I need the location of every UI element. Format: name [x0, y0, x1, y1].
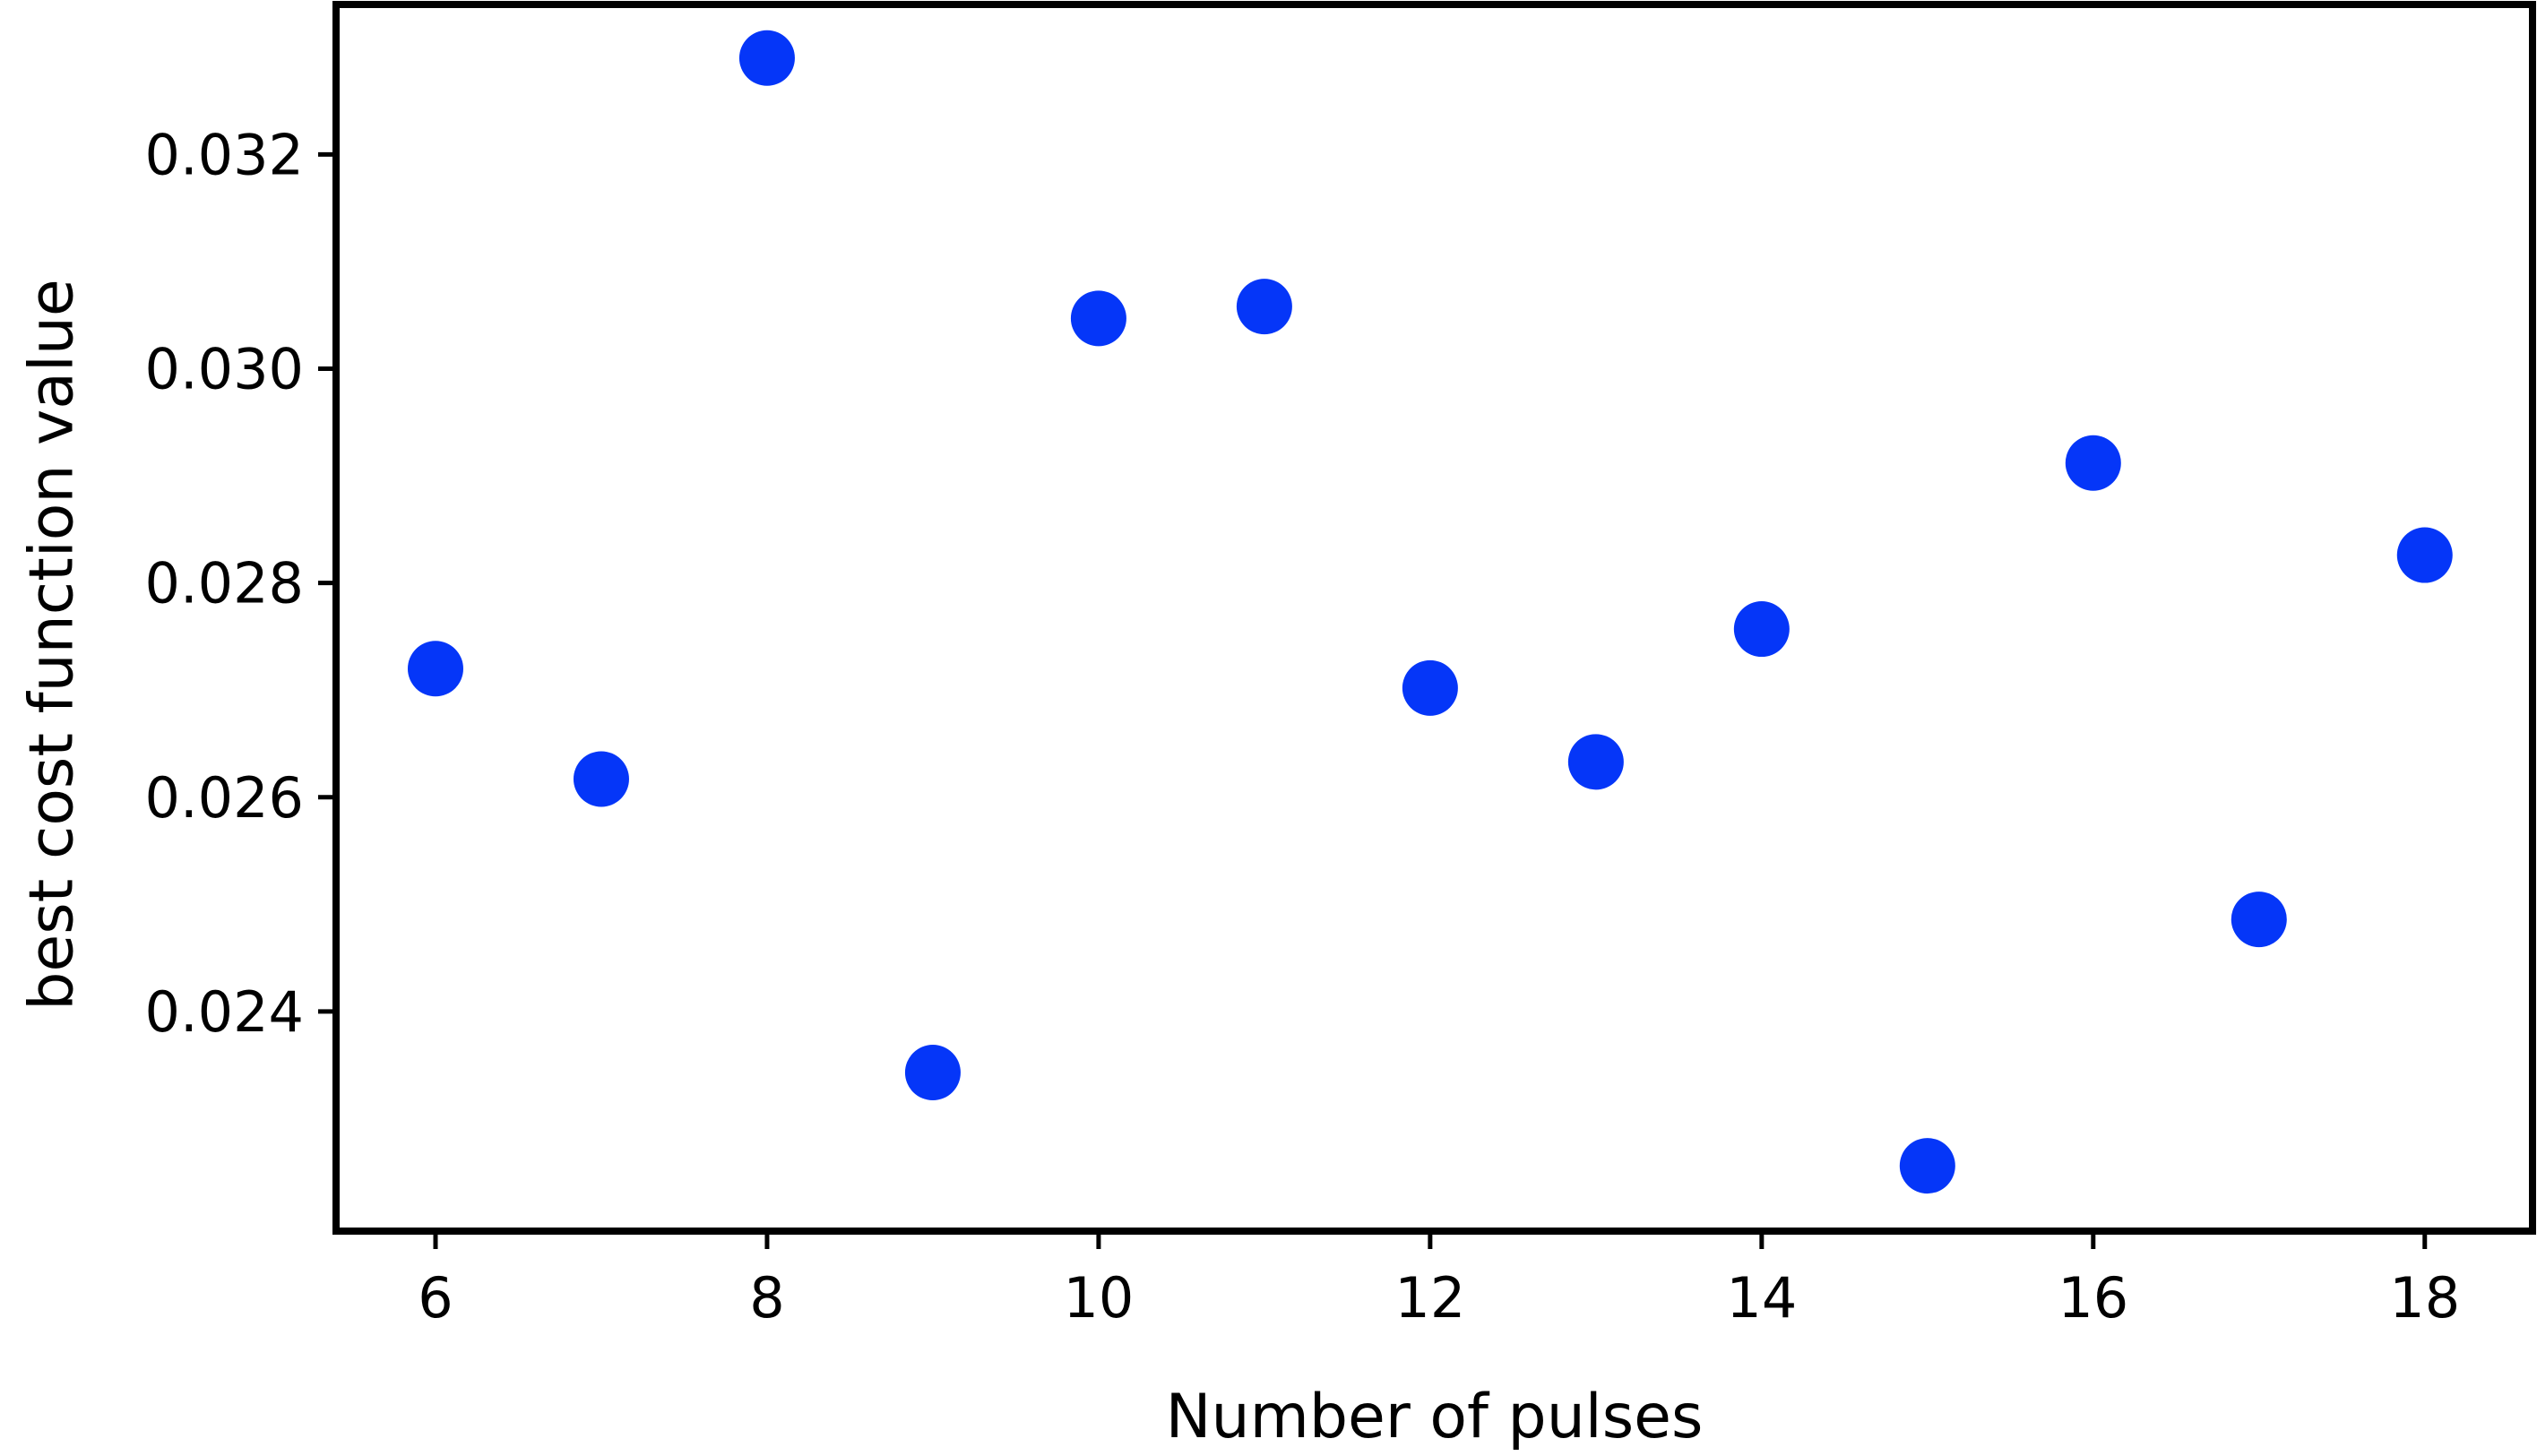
data-point: [2396, 527, 2453, 583]
y-tick-label: 0.024: [145, 979, 305, 1045]
y-tick-label: 0.028: [145, 551, 305, 616]
x-tick-label: 8: [749, 1265, 784, 1331]
y-tick-label: 0.030: [145, 337, 305, 402]
x-tick-label: 16: [2058, 1265, 2128, 1331]
y-tick-label: 0.026: [145, 765, 305, 831]
plot-frame: [332, 1, 2536, 1235]
x-axis-title: Number of pulses: [1166, 1382, 1704, 1452]
data-point: [1070, 290, 1126, 347]
data-points: [407, 30, 2453, 1194]
x-tick-label: 10: [1063, 1265, 1134, 1331]
x-axis: 6 8 10 12 14 16 18: [418, 1231, 2460, 1331]
x-tick-label: 6: [418, 1265, 453, 1331]
data-point: [1236, 279, 1292, 335]
data-point: [1899, 1138, 1955, 1194]
data-point: [904, 1045, 961, 1101]
data-point: [1733, 601, 1790, 658]
x-tick-label: 12: [1394, 1265, 1465, 1331]
data-point: [1567, 734, 1624, 790]
y-axis: 0.024 0.026 0.028 0.030 0.032: [145, 122, 336, 1045]
y-axis-title: best cost function value: [17, 279, 88, 1011]
data-point: [1402, 659, 1458, 716]
y-tick-label: 0.032: [145, 122, 305, 187]
data-point: [573, 751, 629, 807]
data-point: [407, 641, 463, 697]
x-tick-label: 18: [2389, 1265, 2460, 1331]
data-point: [2065, 435, 2121, 491]
data-point: [738, 30, 795, 86]
x-tick-label: 14: [1726, 1265, 1797, 1331]
data-point: [2231, 892, 2287, 948]
